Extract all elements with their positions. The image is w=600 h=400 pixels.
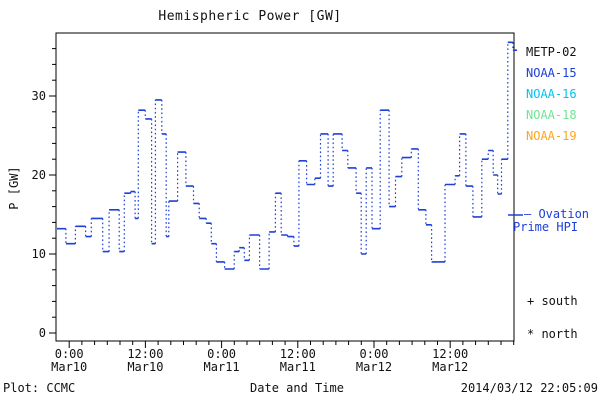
y-tick-label: 20: [32, 168, 46, 182]
legend-item-noaa-16: NOAA-16: [526, 87, 577, 101]
legend-marker-north: * north: [527, 327, 578, 341]
hpi-curve-steps: [57, 41, 517, 270]
legend-item-noaa-18: NOAA-18: [526, 108, 577, 122]
x-tick-time-label: 12:00: [127, 347, 163, 361]
legend-ovation-line2: Prime HPI: [513, 220, 579, 234]
y-tick-label: 10: [32, 247, 46, 261]
timestamp: 2014/03/12 22:05:09: [460, 381, 598, 395]
x-tick-time-label: 0:00: [55, 347, 84, 361]
x-tick-date-label: Mar10: [127, 360, 163, 374]
x-axis-label: Date and Time: [250, 381, 344, 395]
x-tick-date-label: Mar12: [356, 360, 392, 374]
hpi-curve-vertical-risers: [65, 42, 514, 269]
y-axis-label: P [GW]: [7, 166, 21, 210]
x-tick-time-label: 0:00: [360, 347, 389, 361]
legend-item-metp-02: METP-02: [526, 45, 577, 59]
legend-marker-south: + south: [527, 294, 578, 308]
legend-ovation-line1: – Ovation: [524, 207, 590, 221]
x-tick-date-label: Mar11: [280, 360, 316, 374]
x-tick-time-label: 12:00: [432, 347, 468, 361]
legend-item-noaa-19: NOAA-19: [526, 129, 577, 143]
y-tick-label: 30: [32, 89, 46, 103]
y-tick-label: 0: [39, 326, 46, 340]
axis-box: [55, 32, 515, 342]
plot-credit: Plot: CCMC: [3, 381, 76, 395]
x-tick-date-label: Mar12: [432, 360, 468, 374]
chart-title: Hemispheric Power [GW]: [158, 9, 342, 24]
x-tick-date-label: Mar10: [51, 360, 87, 374]
x-tick-date-label: Mar11: [204, 360, 240, 374]
x-tick-time-label: 12:00: [280, 347, 316, 361]
legend-item-noaa-15: NOAA-15: [526, 66, 577, 80]
x-tick-time-label: 0:00: [207, 347, 236, 361]
